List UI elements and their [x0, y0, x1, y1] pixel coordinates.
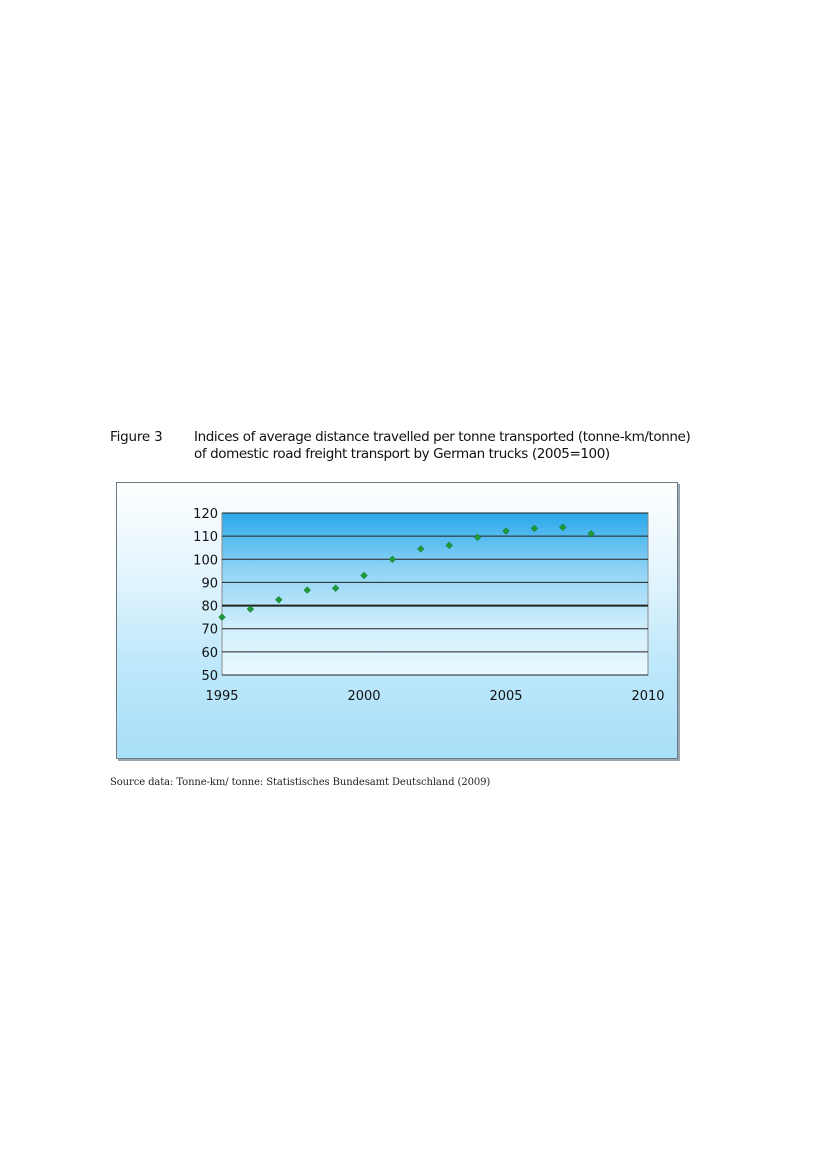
data-point-2002	[417, 545, 425, 553]
data-point-2003	[445, 541, 453, 550]
figure-caption-line-2: of domestic road freight transport by Ge…	[194, 446, 610, 462]
figure-caption: Indices of average distance travelled pe…	[194, 429, 730, 463]
y-tick-label-110: 110	[193, 530, 218, 545]
chart-frame: 50 60 70 80 90 100 110 120 1995 2000 2005 2010	[116, 482, 678, 759]
data-point-2005	[502, 527, 510, 535]
y-tick-label-80: 80	[201, 600, 218, 615]
y-tick-label-70: 70	[201, 623, 218, 638]
data-point-1997	[275, 596, 283, 604]
y-tick-label-90: 90	[201, 576, 218, 591]
y-tick-label-120: 120	[193, 507, 218, 522]
data-point-2007	[559, 523, 567, 532]
data-point-1996	[246, 605, 255, 613]
x-tick-label-2005: 2005	[489, 689, 522, 704]
data-point-1995	[218, 613, 226, 621]
data-point-2008	[587, 530, 595, 538]
figure-caption-line-1: Indices of average distance travelled pe…	[194, 429, 691, 445]
data-point-1998	[303, 586, 311, 594]
y-tick-label-50: 50	[201, 669, 218, 684]
data-point-2000	[360, 571, 368, 580]
data-point-2004	[473, 533, 482, 542]
data-point-2006	[530, 524, 539, 533]
plot-area	[221, 512, 649, 676]
figure-label: Figure 3	[110, 429, 163, 445]
source-note: Source data: Tonne-km/ tonne: Statistisc…	[110, 777, 491, 788]
x-tick-label-2000: 2000	[347, 689, 380, 704]
x-tick-label-1995: 1995	[205, 689, 238, 704]
y-tick-label-60: 60	[201, 646, 218, 661]
data-point-2001	[388, 555, 397, 564]
scatter-chart: 50 60 70 80 90 100 110 120 1995 2000 2005 2010	[193, 507, 664, 704]
data-point-1999	[331, 584, 340, 592]
x-tick-label-2010: 2010	[631, 689, 664, 704]
y-tick-label-100: 100	[193, 553, 218, 568]
figure-header: Figure 3 Indices of average distance tra…	[110, 426, 730, 470]
